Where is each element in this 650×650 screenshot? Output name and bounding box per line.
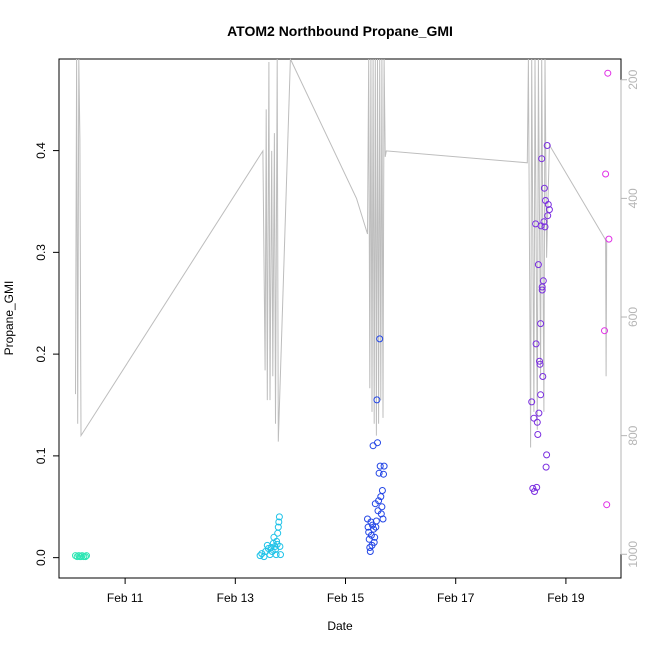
x-tick-label: Feb 11 xyxy=(107,591,144,605)
data-point xyxy=(542,463,550,471)
data-point xyxy=(366,544,374,551)
x-axis-label: Date xyxy=(327,619,353,633)
data-point xyxy=(603,501,611,509)
data-point xyxy=(73,553,81,561)
data-point xyxy=(370,525,378,533)
y2-axis: 200 400 600 800 1000 xyxy=(620,69,640,568)
data-point xyxy=(528,398,536,406)
data-point xyxy=(378,503,386,511)
data-point xyxy=(372,517,380,525)
x-tick-label: Feb 17 xyxy=(437,591,475,605)
pressure-line-layer xyxy=(75,58,608,448)
data-point xyxy=(370,538,378,546)
points-layer xyxy=(72,69,613,561)
data-point xyxy=(537,391,545,399)
data-point xyxy=(376,462,384,470)
data-point xyxy=(543,451,551,459)
data-point xyxy=(538,283,546,291)
data-point xyxy=(378,487,386,494)
data-point xyxy=(537,320,545,328)
data-point xyxy=(544,201,552,208)
data-point xyxy=(373,396,381,404)
data-point xyxy=(375,469,383,477)
data-point xyxy=(275,513,283,521)
data-point xyxy=(267,544,275,551)
data-point xyxy=(369,442,377,450)
data-point xyxy=(538,286,546,294)
data-point xyxy=(540,184,548,192)
y-tick-label: 0.2 xyxy=(34,345,48,362)
y-tick-label: 0.0 xyxy=(34,549,48,566)
data-point xyxy=(380,470,387,478)
data-point xyxy=(273,537,281,545)
y2-tick-label: 1000 xyxy=(626,541,640,568)
data-point xyxy=(544,212,552,220)
data-point xyxy=(538,155,546,163)
data-point xyxy=(533,483,541,491)
y2-tick-label: 600 xyxy=(626,307,640,327)
x-axis: Feb 11 Feb 13 Feb 15 Feb 17 Feb 19 xyxy=(107,577,585,605)
data-point xyxy=(276,543,284,550)
chart-title: ATOM2 Northbound Propane_GMI xyxy=(227,23,453,39)
data-point xyxy=(531,488,538,495)
data-point xyxy=(540,218,548,226)
data-point xyxy=(380,462,388,470)
x-tick-label: Feb 15 xyxy=(327,591,365,605)
data-point xyxy=(277,551,284,559)
data-point xyxy=(539,373,547,380)
data-point xyxy=(543,142,551,149)
data-point xyxy=(371,533,379,541)
y-axis: 0.0 0.1 0.2 0.3 0.4 xyxy=(34,142,60,566)
data-point xyxy=(532,340,540,348)
pressure-line xyxy=(75,58,608,448)
data-point xyxy=(83,552,90,560)
data-point xyxy=(530,414,538,422)
data-point xyxy=(541,223,549,231)
data-point xyxy=(274,529,282,537)
data-point xyxy=(263,541,271,549)
y-tick-label: 0.1 xyxy=(34,447,48,464)
data-point xyxy=(375,497,383,505)
data-point xyxy=(536,357,543,365)
data-point xyxy=(78,552,86,560)
x-tick-label: Feb 19 xyxy=(547,591,585,605)
data-point xyxy=(256,552,264,560)
data-point xyxy=(379,515,387,523)
y-tick-label: 0.3 xyxy=(34,244,48,261)
data-point xyxy=(534,261,542,269)
data-point xyxy=(81,553,89,561)
data-point xyxy=(376,335,384,343)
data-point xyxy=(545,206,553,214)
data-point xyxy=(605,235,613,243)
y2-tick-label: 400 xyxy=(626,188,640,208)
data-point xyxy=(374,439,381,447)
data-point xyxy=(275,518,283,526)
y-tick-label: 0.4 xyxy=(34,142,48,159)
y2-tick-label: 200 xyxy=(626,69,640,89)
data-point xyxy=(601,327,608,335)
data-point xyxy=(272,551,280,559)
y2-tick-label: 800 xyxy=(626,425,640,445)
data-point xyxy=(535,409,543,417)
x-tick-label: Feb 13 xyxy=(217,591,255,605)
data-point xyxy=(366,548,374,555)
data-point xyxy=(274,523,282,531)
y-axis-label: Propane_GMI xyxy=(2,281,16,356)
data-point xyxy=(604,69,612,77)
data-point xyxy=(602,170,610,178)
data-point xyxy=(534,431,542,438)
data-point xyxy=(533,418,541,426)
data-point xyxy=(536,360,544,368)
